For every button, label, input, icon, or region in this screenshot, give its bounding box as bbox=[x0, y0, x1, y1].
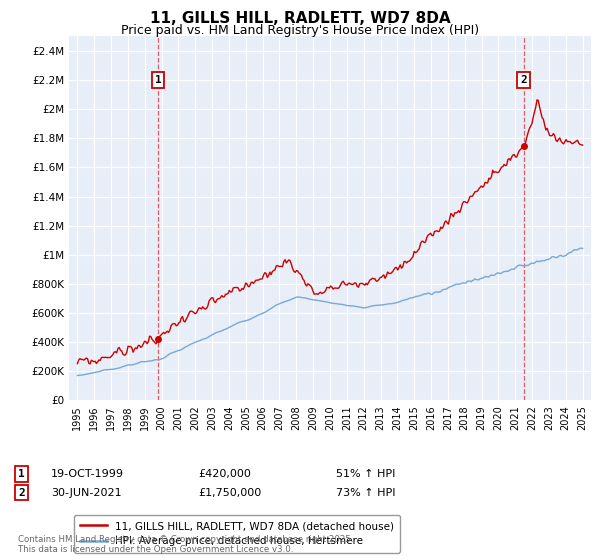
Text: 1: 1 bbox=[155, 75, 161, 85]
Text: 11, GILLS HILL, RADLETT, WD7 8DA: 11, GILLS HILL, RADLETT, WD7 8DA bbox=[149, 11, 451, 26]
Text: 2: 2 bbox=[18, 488, 25, 498]
Text: £420,000: £420,000 bbox=[198, 469, 251, 479]
Text: 19-OCT-1999: 19-OCT-1999 bbox=[51, 469, 124, 479]
Text: 2: 2 bbox=[520, 75, 527, 85]
Text: 30-JUN-2021: 30-JUN-2021 bbox=[51, 488, 122, 498]
Text: 73% ↑ HPI: 73% ↑ HPI bbox=[336, 488, 395, 498]
Text: 1: 1 bbox=[18, 469, 25, 479]
Text: Contains HM Land Registry data © Crown copyright and database right 2025.
This d: Contains HM Land Registry data © Crown c… bbox=[18, 535, 353, 554]
Text: Price paid vs. HM Land Registry's House Price Index (HPI): Price paid vs. HM Land Registry's House … bbox=[121, 24, 479, 36]
Text: £1,750,000: £1,750,000 bbox=[198, 488, 261, 498]
Text: 51% ↑ HPI: 51% ↑ HPI bbox=[336, 469, 395, 479]
Legend: 11, GILLS HILL, RADLETT, WD7 8DA (detached house), HPI: Average price, detached : 11, GILLS HILL, RADLETT, WD7 8DA (detach… bbox=[74, 515, 400, 553]
